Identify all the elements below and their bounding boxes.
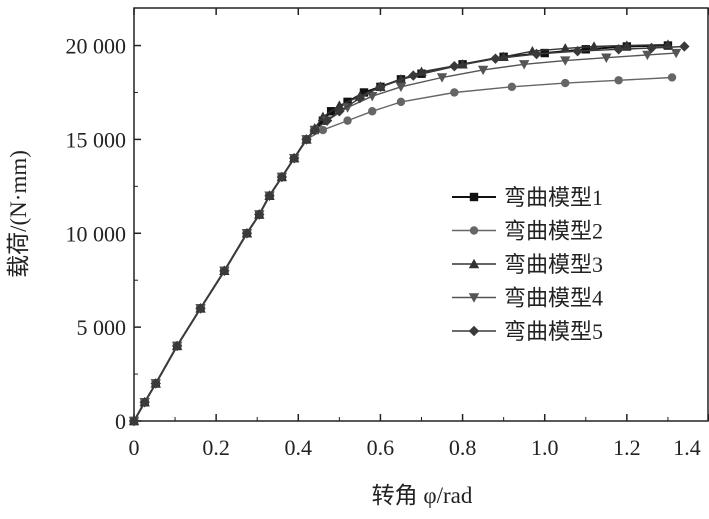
data-point (309, 124, 320, 136)
data-point (408, 70, 419, 81)
data-point (561, 78, 570, 88)
data-point (560, 43, 571, 53)
data-point (395, 82, 407, 93)
data-point (507, 82, 517, 92)
data-point (670, 48, 682, 59)
legend-marker (468, 293, 480, 303)
data-point (318, 125, 328, 135)
data-point (581, 45, 590, 54)
legend-label: 弯曲模型3 (504, 252, 603, 277)
data-point (560, 56, 571, 66)
legend-label: 弯曲模型2 (504, 219, 603, 244)
data-point (334, 106, 345, 117)
data-point (241, 228, 253, 239)
y-tick-label: 20 000 (66, 34, 127, 59)
x-tick-label: 0 (129, 435, 140, 460)
data-point (367, 92, 378, 102)
data-point (343, 116, 352, 125)
legend-label: 弯曲模型4 (504, 286, 603, 311)
y-tick-label: 10 000 (66, 221, 127, 246)
data-point (354, 92, 366, 104)
data-point (219, 265, 230, 277)
data-point (613, 44, 624, 55)
legend-marker (469, 192, 479, 202)
data-point (359, 88, 369, 97)
x-tick-label: 1.4 (673, 435, 701, 460)
legend-item-3: 弯曲模型3 (452, 252, 603, 277)
data-point (276, 171, 288, 183)
data-point (449, 60, 460, 72)
data-point (621, 40, 633, 50)
legend-item-2: 弯曲模型2 (452, 219, 603, 244)
data-point (518, 60, 530, 70)
data-point (490, 53, 501, 64)
data-point (288, 152, 300, 164)
legend-item-5: 弯曲模型5 (452, 319, 603, 344)
series-5 (128, 41, 690, 427)
data-point (301, 134, 312, 145)
data-point (531, 48, 542, 60)
legend-marker (469, 226, 479, 235)
y-axis-ticks: 0 5 000 10 000 15 000 20 000 (66, 34, 141, 434)
y-tick-label: 15 000 (66, 127, 127, 152)
y-tick-label: 5 000 (77, 315, 127, 340)
legend: 弯曲模型1 弯曲模型2 弯曲模型3 弯曲模型4 弯曲模型5 (452, 185, 603, 344)
y-axis-title: 载荷/(N·mm) (6, 150, 31, 278)
data-point (264, 190, 275, 201)
data-point (477, 65, 489, 76)
data-point (254, 209, 265, 220)
data-point (195, 303, 206, 314)
data-point (375, 81, 386, 93)
x-tick-label: 0.2 (202, 435, 230, 460)
data-point (128, 415, 140, 427)
x-axis-title: 转角 φ/rad (372, 483, 473, 508)
x-tick-label: 0.8 (449, 435, 477, 460)
data-point (679, 41, 690, 52)
legend-label: 弯曲模型5 (504, 319, 603, 344)
data-point (588, 41, 600, 51)
x-axis-ticks: 0 0.2 0.4 0.6 0.8 1.0 1.2 1.4 (129, 8, 709, 460)
series-line (133, 76, 673, 422)
data-point (368, 107, 377, 116)
data-point (614, 76, 623, 85)
x-tick-label: 1.0 (531, 435, 559, 460)
y-tick-label: 0 (115, 409, 126, 434)
x-tick-label: 0.4 (285, 435, 313, 460)
data-point (572, 45, 583, 57)
data-point (646, 42, 657, 54)
data-point (642, 50, 653, 61)
data-point (171, 340, 183, 352)
data-point (450, 88, 459, 97)
data-point (342, 103, 353, 113)
data-point (457, 59, 468, 69)
data-point (334, 100, 345, 110)
data-point (436, 73, 448, 83)
x-tick-label: 1.2 (613, 435, 641, 460)
legend-label: 弯曲模型1 (504, 185, 603, 210)
legend-item-4: 弯曲模型4 (452, 286, 603, 311)
legend-marker (468, 325, 480, 337)
x-tick-label: 0.6 (367, 435, 395, 460)
data-point (150, 378, 161, 389)
legend-marker (468, 258, 480, 269)
data-point (667, 73, 677, 82)
series-2 (129, 73, 677, 426)
series-layer (128, 39, 690, 427)
data-point (396, 97, 406, 107)
data-point (321, 115, 333, 126)
data-point (601, 53, 612, 63)
data-point (139, 397, 150, 408)
legend-item-1: 弯曲模型1 (452, 185, 603, 210)
